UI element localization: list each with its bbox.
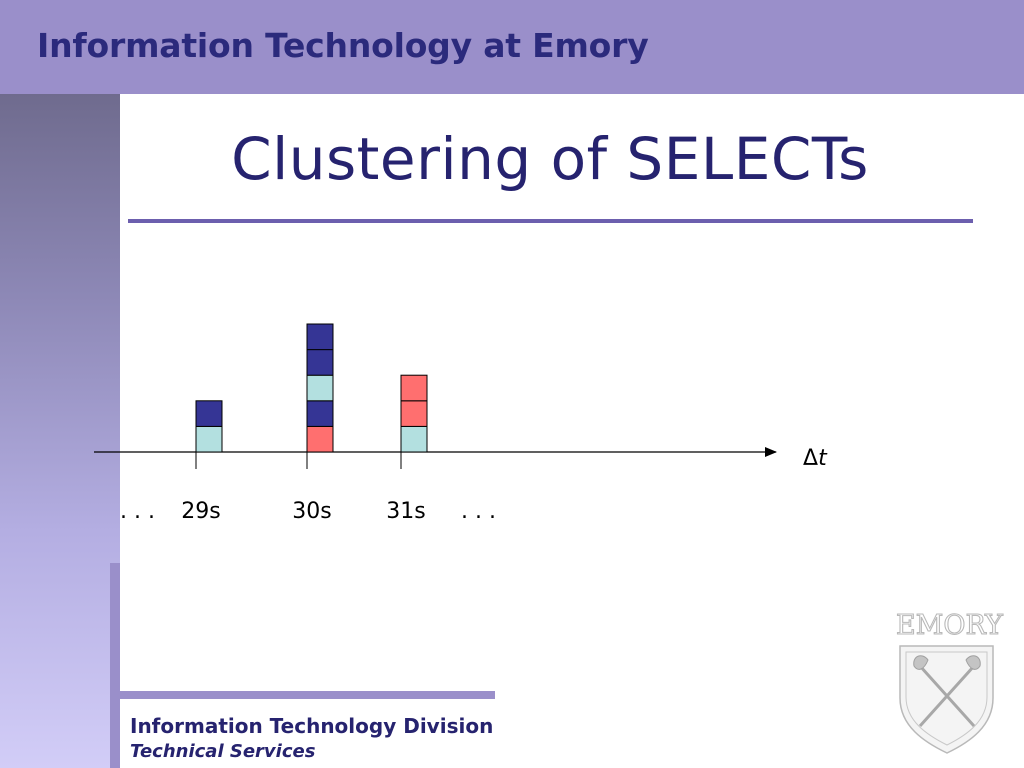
slide-title: Clustering of SELECTs bbox=[231, 125, 869, 193]
blocks-layer bbox=[195, 323, 428, 453]
trailing-ellipsis: . . . bbox=[461, 499, 496, 524]
leading-ellipsis: . . . bbox=[120, 499, 155, 524]
select-block-salmon bbox=[400, 400, 428, 427]
header-band bbox=[0, 0, 1024, 94]
tick-label: 31s bbox=[386, 499, 425, 524]
select-block-salmon bbox=[400, 374, 428, 402]
shield-icon bbox=[899, 645, 994, 754]
select-block-salmon bbox=[306, 425, 334, 453]
footer-division: Information Technology Division bbox=[130, 714, 494, 738]
select-block-light-teal bbox=[195, 425, 223, 453]
select-block-dark-blue bbox=[306, 349, 334, 376]
select-block-light-teal bbox=[400, 425, 428, 453]
header-title: Information Technology at Emory bbox=[37, 26, 649, 65]
axis-label-delta-t: Δt bbox=[803, 446, 828, 471]
left-accent-stripe bbox=[110, 563, 120, 768]
tick-label: 29s bbox=[181, 499, 220, 524]
footer-unit: Technical Services bbox=[130, 741, 316, 762]
emory-logo: EMORY bbox=[895, 609, 1005, 754]
ticks-layer: 29s 30s 31s bbox=[181, 452, 426, 524]
select-block-dark-blue bbox=[195, 400, 223, 427]
left-decorative-band bbox=[0, 94, 120, 768]
tick-label: 30s bbox=[292, 499, 331, 524]
emory-wordmark: EMORY bbox=[896, 610, 1004, 641]
select-block-light-teal bbox=[306, 374, 334, 402]
title-underline bbox=[128, 219, 973, 223]
select-block-dark-blue bbox=[306, 400, 334, 427]
select-block-dark-blue bbox=[306, 323, 334, 351]
footer-accent-bar bbox=[120, 691, 495, 699]
